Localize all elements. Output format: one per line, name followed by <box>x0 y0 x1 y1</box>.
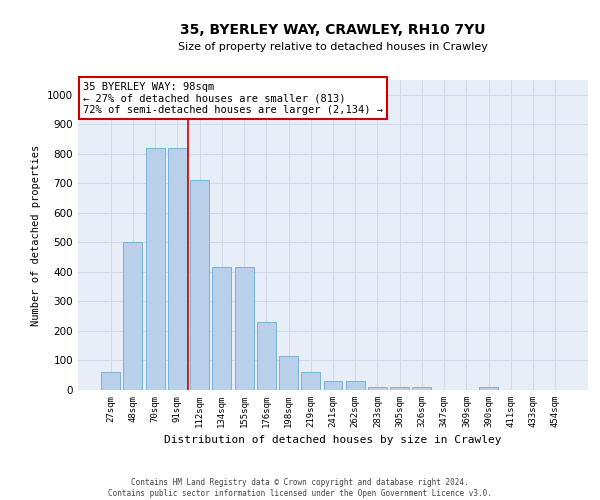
Bar <box>257 322 276 390</box>
X-axis label: Distribution of detached houses by size in Crawley: Distribution of detached houses by size … <box>164 436 502 446</box>
Bar <box>146 148 164 390</box>
Bar <box>124 242 142 390</box>
Bar <box>479 387 498 390</box>
Bar <box>323 381 343 390</box>
Bar <box>412 387 431 390</box>
Bar <box>301 372 320 390</box>
Bar <box>212 268 231 390</box>
Bar <box>279 356 298 390</box>
Text: Contains HM Land Registry data © Crown copyright and database right 2024.
Contai: Contains HM Land Registry data © Crown c… <box>108 478 492 498</box>
Bar <box>190 180 209 390</box>
Text: 35, BYERLEY WAY, CRAWLEY, RH10 7YU: 35, BYERLEY WAY, CRAWLEY, RH10 7YU <box>180 22 486 36</box>
Bar <box>390 387 409 390</box>
Bar <box>368 387 387 390</box>
Text: Size of property relative to detached houses in Crawley: Size of property relative to detached ho… <box>178 42 488 52</box>
Y-axis label: Number of detached properties: Number of detached properties <box>31 144 41 326</box>
Bar <box>346 381 365 390</box>
Bar <box>168 148 187 390</box>
Bar <box>235 268 254 390</box>
Text: 35 BYERLEY WAY: 98sqm
← 27% of detached houses are smaller (813)
72% of semi-det: 35 BYERLEY WAY: 98sqm ← 27% of detached … <box>83 82 383 115</box>
Bar <box>101 372 120 390</box>
